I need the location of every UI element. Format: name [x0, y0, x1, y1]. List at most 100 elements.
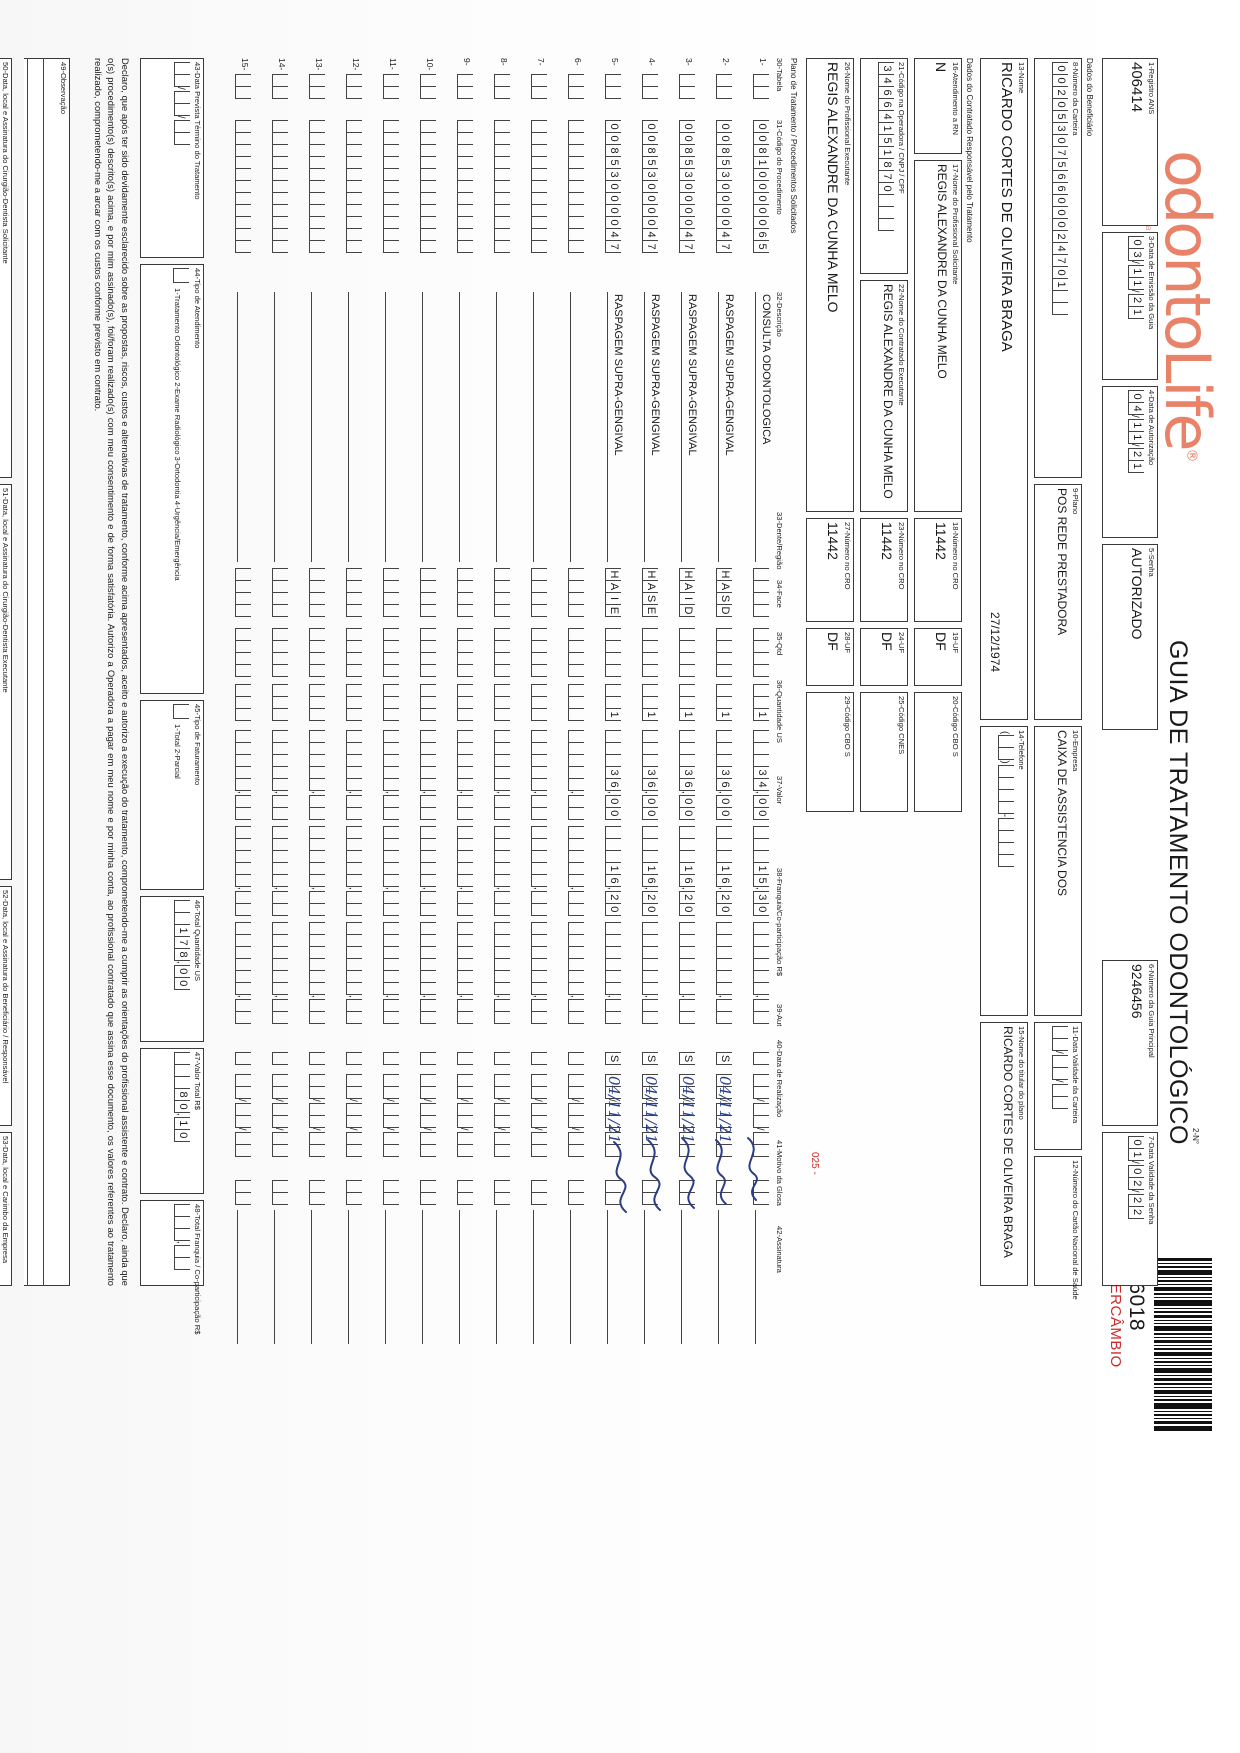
cell-qtd[interactable] [383, 684, 402, 721]
comb-group[interactable]: , [494, 922, 513, 1024]
cell-tabela[interactable] [679, 74, 698, 99]
comb-group[interactable] [309, 74, 328, 99]
comb-group[interactable] [753, 1052, 772, 1065]
comb-group[interactable] [420, 628, 439, 677]
comb-group[interactable] [309, 628, 328, 677]
field-22-executing-contractor[interactable]: 22-Nome do Contratado Executante REGIS A… [860, 280, 908, 512]
cell-assinatura[interactable] [274, 1210, 275, 1344]
cell-face[interactable] [235, 628, 254, 677]
comb-group[interactable] [272, 120, 291, 253]
cell-qtd[interactable]: 1 [642, 684, 661, 721]
comb-group[interactable]: , [309, 730, 328, 820]
cell-assinatura[interactable] [348, 1210, 349, 1344]
field-28-uf[interactable]: 28-UF DF [806, 628, 854, 686]
comb-group[interactable]: , [235, 730, 254, 820]
field-10-company[interactable]: 10-Empresa CAIXA DE ASSISTENCIA DOS [1034, 726, 1082, 1016]
comb-group[interactable] [346, 74, 365, 99]
comb-group[interactable]: / / [309, 1074, 328, 1157]
cell-dente-regiao[interactable] [494, 568, 513, 617]
comb-group[interactable] [531, 120, 550, 253]
cell-aut[interactable] [568, 1052, 587, 1065]
cell-valor[interactable]: , [420, 826, 439, 916]
cell-motivo-glosa[interactable] [272, 1180, 291, 1205]
comb-group[interactable]: , [420, 730, 439, 820]
cell-aut[interactable]: S [642, 1052, 661, 1065]
comb-group[interactable] [494, 1180, 513, 1205]
comb-group[interactable] [309, 1052, 328, 1065]
cell-descricao[interactable]: RASPAGEM SUPRA-GENGIVAL [718, 292, 735, 562]
comb-group[interactable] [235, 628, 254, 677]
comb-group[interactable] [309, 120, 328, 253]
cell-assinatura[interactable] [385, 1210, 386, 1344]
comb-group[interactable] [383, 628, 402, 677]
comb-group[interactable] [531, 1052, 550, 1065]
table-row[interactable]: 6-,,, / / [550, 58, 587, 1344]
cell-quantidade-us[interactable]: , [420, 730, 439, 820]
cell-dente-regiao[interactable] [346, 568, 365, 617]
cell-face[interactable] [420, 628, 439, 677]
comb-group[interactable] [716, 628, 735, 677]
comb-group[interactable] [716, 74, 735, 99]
cell-tabela[interactable] [716, 74, 735, 99]
comb-group[interactable]: , [272, 730, 291, 820]
cell-face[interactable] [309, 628, 328, 677]
comb-group[interactable] [235, 120, 254, 253]
comb-group[interactable]: / / [457, 1074, 476, 1157]
comb-group[interactable] [346, 568, 365, 617]
field-26-executing-professional[interactable]: 26-Nome do Profissional Executante REGIS… [806, 58, 854, 512]
cell-valor[interactable]: , [457, 826, 476, 916]
comb-group[interactable] [383, 120, 402, 253]
comb-group[interactable] [605, 628, 624, 677]
field-49-observation[interactable]: 49-Observação [24, 58, 70, 1286]
comb-group[interactable]: , [753, 922, 772, 1024]
cell-qtd[interactable] [531, 684, 550, 721]
comb-group[interactable]: , [383, 922, 402, 1024]
cell-assinatura[interactable] [422, 1210, 423, 1344]
comb-group[interactable] [309, 684, 328, 721]
comb-group[interactable] [494, 684, 513, 721]
comb-group[interactable] [568, 568, 587, 617]
cell-motivo-glosa[interactable] [494, 1180, 513, 1205]
comb-group[interactable]: , [531, 730, 550, 820]
cell-descricao[interactable] [459, 292, 476, 562]
comb-group[interactable] [309, 1180, 328, 1205]
comb-group[interactable]: , [272, 922, 291, 1024]
field-1-registro-ans[interactable]: 1-Registro ANS 406414 [1102, 58, 1158, 226]
cell-face[interactable] [531, 628, 550, 677]
cell-descricao[interactable]: RASPAGEM SUPRA-GENGIVAL [644, 292, 661, 562]
comb-group[interactable] [568, 1052, 587, 1065]
cell-franquia[interactable]: , [457, 922, 476, 1024]
cell-qtd[interactable]: 1 [753, 684, 772, 721]
comb-group[interactable] [346, 120, 365, 253]
cell-dente-regiao[interactable] [753, 568, 772, 617]
field-18-cro-number[interactable]: 18-Número no CRO 11442 [914, 518, 962, 622]
cell-qtd[interactable]: 1 [679, 684, 698, 721]
cell-face[interactable] [383, 628, 402, 677]
cell-qtd[interactable] [272, 684, 291, 721]
field-45-input[interactable] [173, 704, 190, 719]
cell-franquia[interactable]: , [383, 922, 402, 1024]
cell-face[interactable] [494, 628, 513, 677]
comb-group[interactable] [642, 628, 661, 677]
field-11-date-comb[interactable]: / / [1052, 1026, 1071, 1146]
table-row[interactable]: 14-,,, / / [254, 58, 291, 1344]
comb-group[interactable] [531, 684, 550, 721]
comb-group[interactable]: , [383, 826, 402, 916]
comb-group[interactable] [457, 120, 476, 253]
cell-tabela[interactable] [383, 74, 402, 99]
comb-group[interactable]: , [457, 826, 476, 916]
cell-valor[interactable]: , [235, 826, 254, 916]
comb-group[interactable]: , [716, 922, 735, 1024]
cell-descricao[interactable] [422, 292, 439, 562]
cell-aut[interactable] [494, 1052, 513, 1065]
